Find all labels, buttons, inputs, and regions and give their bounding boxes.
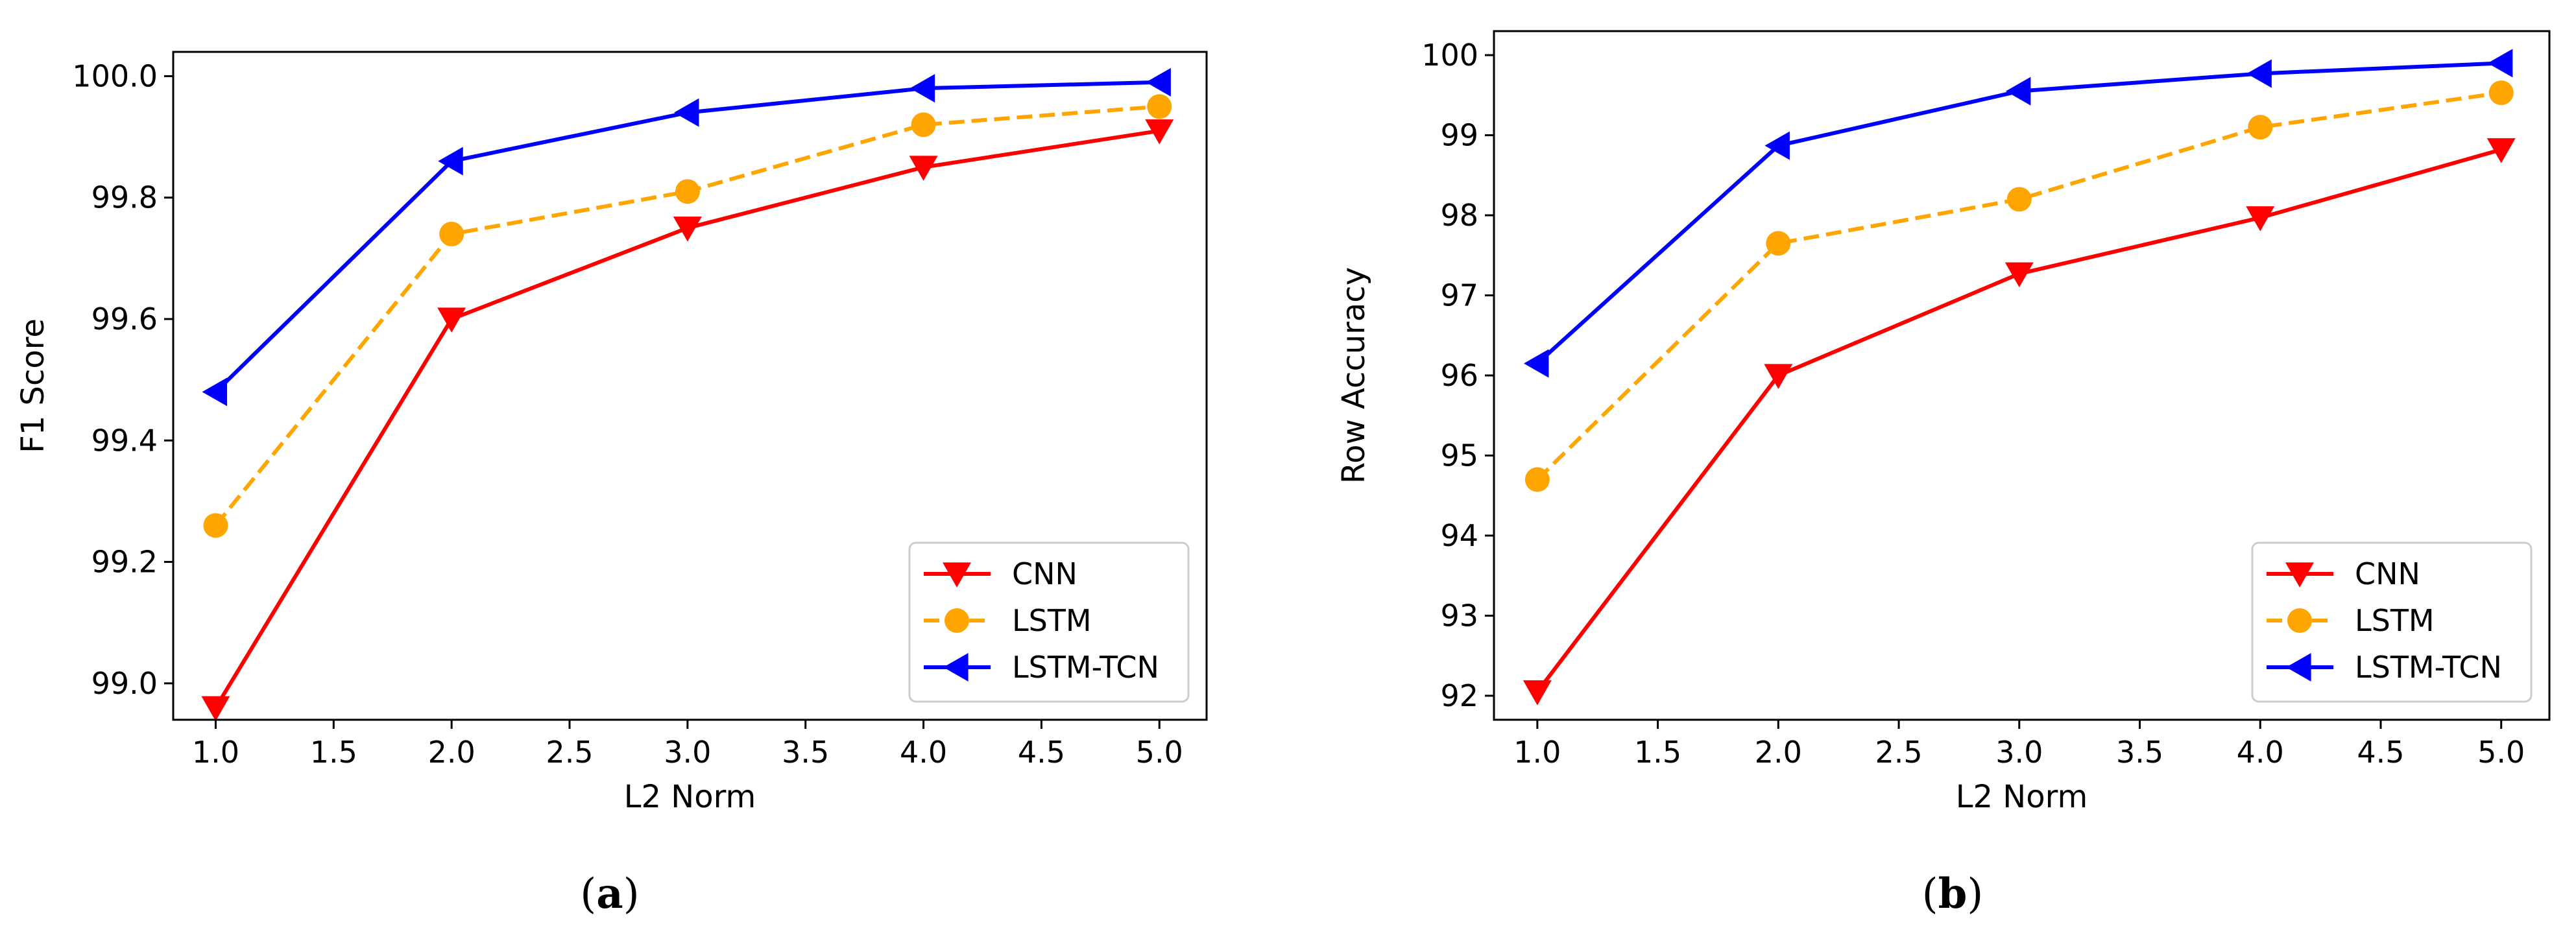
y-axis-label: F1 Score	[15, 318, 51, 453]
legend-marker-cnn	[943, 562, 971, 587]
y-tick-label: 99.2	[91, 545, 158, 580]
y-tick-label: 93	[1440, 598, 1478, 633]
x-tick-label: 5.0	[1136, 735, 1183, 770]
legend-marker-lstm-tcn	[2286, 653, 2311, 682]
x-tick-label: 2.0	[428, 735, 475, 770]
legend-box	[908, 541, 1190, 703]
x-tick-label: 4.5	[2357, 735, 2404, 770]
legend-box	[2251, 541, 2533, 703]
legend-marker-lstm	[2287, 608, 2312, 633]
y-tick-label: 95	[1440, 438, 1478, 473]
x-tick-label: 2.0	[1755, 735, 1802, 770]
data-point-lstm-4	[2248, 115, 2273, 140]
x-tick-label: 5.0	[2477, 735, 2525, 770]
data-point-lstm-tcn-3	[673, 98, 699, 127]
data-point-cnn-2	[437, 307, 466, 333]
data-point-cnn-3	[2004, 262, 2034, 288]
data-point-lstm-tcn-4	[2246, 59, 2272, 88]
y-tick-label: 99.0	[91, 666, 158, 701]
x-axis-label: L2 Norm	[1956, 779, 2088, 815]
legend-marker-lstm-tcn	[943, 653, 969, 682]
data-point-lstm-1	[1524, 467, 1550, 492]
legend: CNN LSTM LSTM-TCN	[908, 541, 1190, 703]
data-point-lstm-tcn-5	[2487, 49, 2513, 78]
data-point-lstm-tcn-3	[2005, 77, 2031, 106]
series-line-lstm-tcn	[1535, 61, 2501, 365]
y-tick-label: 99.4	[91, 423, 158, 458]
data-point-cnn-5	[1145, 119, 1174, 145]
panel-a: 1.0 1.5 2.0 2.5 3.0 3.5 4.0 4.5 5.0 99.0 99.2 99.4 9…	[15, 51, 1208, 918]
data-point-lstm-tcn-5	[1146, 67, 1171, 97]
y-tick-label: 97	[1440, 278, 1478, 313]
x-tick-label: 4.0	[900, 735, 947, 770]
legend-label-cnn: CNN	[1012, 556, 1077, 591]
legend-marker-cnn	[2285, 562, 2314, 587]
data-point-lstm-5	[2488, 80, 2514, 106]
y-tick-label: 99.8	[91, 180, 158, 215]
legend-marker-lstm	[945, 608, 969, 633]
data-point-lstm-1	[203, 513, 228, 538]
legend-label-lstm-tcn: LSTM-TCN	[2355, 650, 2502, 685]
data-point-cnn-1	[1523, 680, 1552, 706]
legend-label-lstm: LSTM	[1012, 603, 1092, 638]
x-tick-label: 2.5	[546, 735, 593, 770]
x-axis-label: L2 Norm	[624, 779, 756, 815]
data-point-cnn-3	[673, 216, 702, 242]
x-tick-label: 3.5	[782, 735, 829, 770]
legend-label-lstm: LSTM	[2355, 603, 2435, 638]
data-point-lstm-5	[1147, 94, 1172, 119]
x-tick-label: 3.0	[1995, 735, 2043, 770]
y-tick-label: 100	[1421, 38, 1478, 73]
x-tick-label: 2.5	[1875, 735, 1922, 770]
x-tick-label: 3.5	[2116, 735, 2163, 770]
y-tick-label: 96	[1440, 358, 1478, 393]
data-point-cnn-4	[909, 156, 938, 181]
y-tick-label: 92	[1440, 678, 1478, 713]
data-point-lstm-tcn-2	[1764, 131, 1790, 160]
data-point-lstm-4	[911, 112, 936, 137]
data-point-lstm-3	[2006, 187, 2032, 212]
legend-label-lstm-tcn: LSTM-TCN	[1012, 650, 1159, 685]
panel-b: 1.0 1.5 2.0 2.5 3.0 3.5 4.0 4.5 5.0 92 93 94 95 96 97 9…	[1336, 30, 2551, 918]
data-point-lstm-tcn-1	[202, 377, 228, 407]
x-tick-label: 3.0	[664, 735, 711, 770]
y-tick-label: 99	[1440, 118, 1478, 153]
data-point-cnn-5	[2486, 138, 2516, 163]
y-tick-label: 99.6	[91, 302, 158, 337]
legend: CNN LSTM LSTM-TCN	[2251, 541, 2533, 703]
data-point-lstm-3	[675, 179, 700, 204]
x-tick-label: 1.0	[1513, 735, 1561, 770]
x-tick-label: 1.5	[1634, 735, 1681, 770]
x-tick-label: 1.0	[192, 735, 239, 770]
data-point-lstm-tcn-4	[909, 74, 935, 103]
y-tick-label: 94	[1440, 518, 1478, 553]
data-point-lstm-tcn-2	[438, 147, 463, 176]
y-tick-label: 100.0	[72, 58, 158, 93]
x-tick-label: 1.5	[310, 735, 357, 770]
legend-label-cnn: CNN	[2355, 556, 2420, 591]
x-tick-label: 4.0	[2237, 735, 2284, 770]
data-point-lstm-tcn-1	[1523, 349, 1549, 378]
panel-caption: (a)	[580, 870, 639, 918]
y-axis-label: Row Accuracy	[1336, 267, 1372, 484]
data-point-cnn-4	[2246, 206, 2275, 231]
panel-caption: (b)	[1922, 870, 1984, 918]
y-tick-label: 98	[1440, 198, 1478, 233]
data-point-lstm-2	[1766, 231, 1791, 256]
data-point-lstm-2	[439, 221, 464, 246]
data-point-cnn-2	[1764, 364, 1793, 389]
series-line-lstm	[214, 104, 1160, 527]
x-tick-label: 4.5	[1018, 735, 1065, 770]
data-point-cnn-1	[201, 696, 230, 722]
plot-area-frame	[172, 51, 1208, 721]
